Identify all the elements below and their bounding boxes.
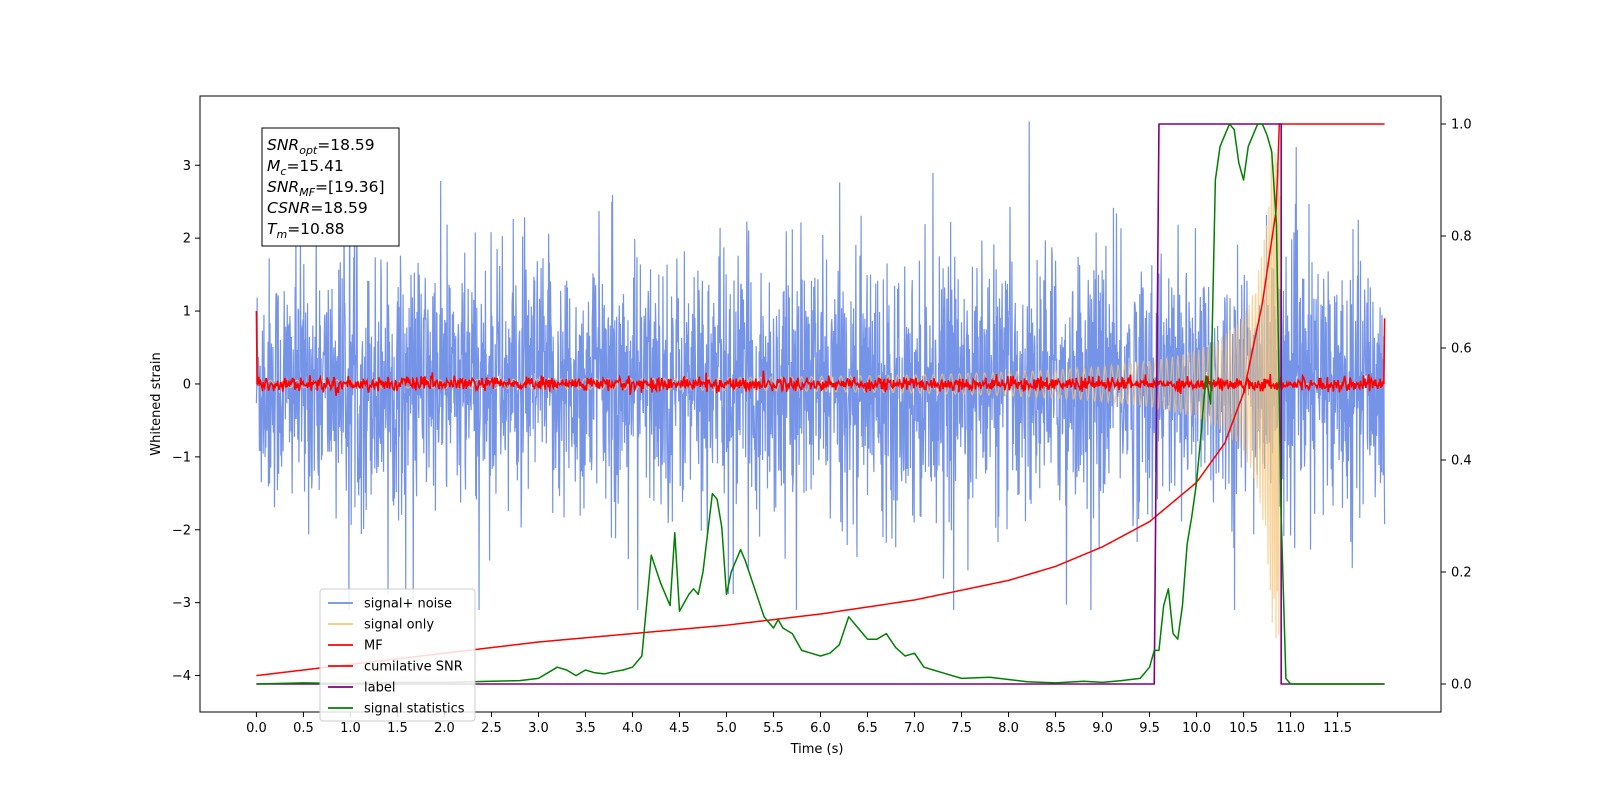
x-tick-label: 1.0 bbox=[340, 721, 361, 736]
legend-label: cumilative SNR bbox=[364, 660, 463, 675]
x-tick-label: 5.5 bbox=[763, 721, 784, 736]
y-left-tick-label: −3 bbox=[172, 596, 191, 611]
x-tick-label: 8.0 bbox=[998, 721, 1019, 736]
y-right-tick-label: 1.0 bbox=[1451, 118, 1472, 133]
x-tick-label: 10.5 bbox=[1229, 721, 1258, 736]
legend-label: label bbox=[364, 681, 395, 696]
series-signal-statistics bbox=[256, 123, 1385, 685]
x-tick-label: 0.5 bbox=[293, 721, 314, 736]
x-tick-label: 6.0 bbox=[810, 721, 831, 736]
annotation-line: SNRMF=[19.36] bbox=[267, 178, 385, 199]
y-right-tick-label: 0.2 bbox=[1451, 566, 1472, 581]
x-axis-label: Time (s) bbox=[790, 742, 844, 757]
annotation-line: CSNR=18.59 bbox=[267, 199, 368, 217]
legend-label: signal+ noise bbox=[364, 597, 452, 612]
y-left-tick-label: −2 bbox=[172, 523, 191, 538]
x-tick-label: 4.5 bbox=[669, 721, 690, 736]
annotation-line: Mc=15.41 bbox=[267, 157, 344, 178]
x-tick-label: 7.5 bbox=[951, 721, 972, 736]
x-tick-label: 4.0 bbox=[622, 721, 643, 736]
x-tick-label: 2.5 bbox=[481, 721, 502, 736]
x-tick-label: 3.0 bbox=[528, 721, 549, 736]
legend-label: MF bbox=[364, 639, 383, 654]
annotation-line: Tm=10.88 bbox=[267, 220, 345, 241]
axes-layer: 0.0 0.5 1.0 1.5 2.0 2.5 3.0 3.5 4.0 4.5 5.0 5.5 6.0 6… bbox=[172, 118, 1472, 737]
x-tick-label: 11.0 bbox=[1276, 721, 1305, 736]
annotation-box: SNRopt=18.59Mc=15.41SNRMF=[19.36]CSNR=18… bbox=[261, 127, 400, 247]
y-right-tick-label: 0.4 bbox=[1451, 454, 1472, 469]
x-tick-label: 0.0 bbox=[246, 721, 267, 736]
y-left-tick-label: −1 bbox=[172, 450, 191, 465]
x-tick-label: 9.0 bbox=[1092, 721, 1113, 736]
x-tick-label: 11.5 bbox=[1323, 721, 1352, 736]
y-left-tick-label: 2 bbox=[183, 232, 191, 247]
y-left-tick-label: −4 bbox=[172, 669, 191, 684]
legend: signal+ noise signal only MF cumilative SNR… bbox=[319, 588, 476, 722]
x-tick-label: 2.0 bbox=[434, 721, 455, 736]
y-right-tick-label: 0.8 bbox=[1451, 230, 1472, 245]
x-tick-label: 7.0 bbox=[904, 721, 925, 736]
y-left-tick-label: 3 bbox=[183, 159, 191, 174]
y-right-tick-label: 0.6 bbox=[1451, 342, 1472, 357]
x-tick-label: 3.5 bbox=[575, 721, 596, 736]
y-left-tick-label: 1 bbox=[183, 305, 191, 320]
y-right-tick-label: 0.0 bbox=[1451, 678, 1472, 693]
x-tick-label: 6.5 bbox=[857, 721, 878, 736]
x-tick-label: 9.5 bbox=[1139, 721, 1160, 736]
legend-label: signal statistics bbox=[364, 702, 465, 717]
y-axis-label-left: Whitened strain bbox=[149, 352, 164, 455]
series-mf bbox=[255, 311, 1386, 396]
legend-label: signal only bbox=[364, 618, 434, 633]
x-tick-label: 8.5 bbox=[1045, 721, 1066, 736]
annotation-line: SNRopt=18.59 bbox=[267, 136, 375, 157]
x-tick-label: 5.0 bbox=[716, 721, 737, 736]
x-tick-label: 1.5 bbox=[387, 721, 408, 736]
x-tick-label: 10.0 bbox=[1182, 721, 1211, 736]
y-left-tick-label: 0 bbox=[183, 377, 191, 392]
